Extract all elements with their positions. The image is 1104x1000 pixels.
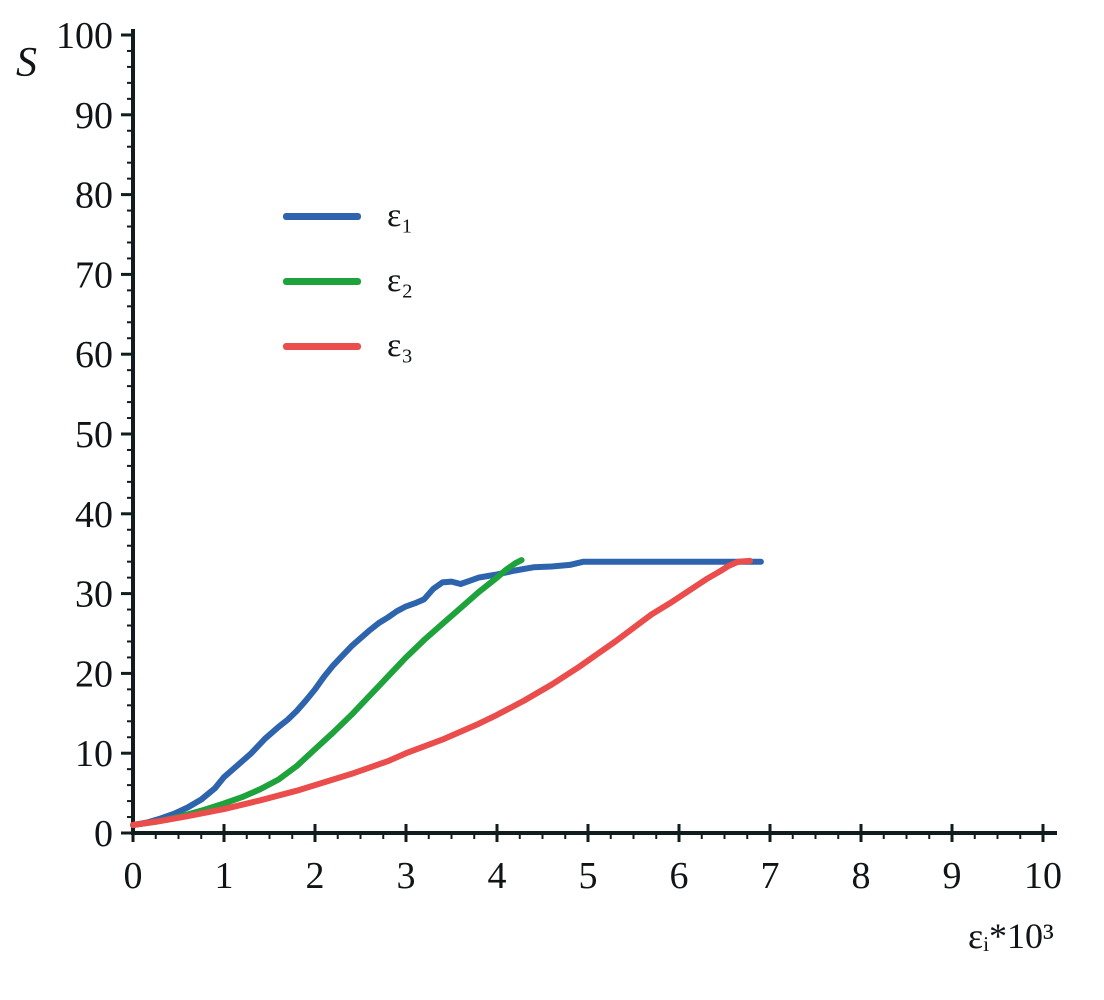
legend-swatch-epsilon3 bbox=[283, 342, 361, 350]
y-tick-label: 40 bbox=[75, 494, 113, 536]
x-tick-label: 1 bbox=[215, 855, 234, 897]
y-tick-label: 50 bbox=[75, 414, 113, 456]
x-tick-label: 3 bbox=[397, 855, 416, 897]
x-axis-title: εᵢ*10³ bbox=[968, 916, 1054, 956]
legend-label-epsilon2: ε₂ bbox=[387, 262, 414, 299]
legend-label-epsilon1: ε₁ bbox=[387, 197, 414, 234]
x-tick-label: 8 bbox=[852, 855, 871, 897]
y-tick-label: 70 bbox=[75, 254, 113, 296]
legend-label-epsilon3: ε₃ bbox=[387, 327, 414, 364]
legend-item-epsilon1: ε₁ bbox=[283, 198, 413, 234]
x-tick-label: 4 bbox=[488, 855, 507, 897]
x-tick-label: 9 bbox=[943, 855, 962, 897]
x-tick-label: 10 bbox=[1024, 855, 1062, 897]
y-tick-label: 20 bbox=[75, 653, 113, 695]
legend-item-epsilon3: ε₃ bbox=[283, 328, 413, 364]
legend-swatch-epsilon1 bbox=[283, 212, 361, 220]
y-tick-label: 0 bbox=[94, 813, 113, 855]
x-tick-label: 2 bbox=[306, 855, 325, 897]
y-tick-label: 30 bbox=[75, 574, 113, 616]
y-tick-label: 10 bbox=[75, 733, 113, 775]
y-axis-title: S bbox=[16, 40, 37, 86]
x-tick-label: 5 bbox=[579, 855, 598, 897]
x-tick-label: 6 bbox=[670, 855, 689, 897]
series-line-1 bbox=[130, 558, 764, 828]
legend-swatch-epsilon2 bbox=[283, 277, 361, 285]
series-line-3 bbox=[130, 557, 753, 828]
y-tick-label: 60 bbox=[75, 334, 113, 376]
legend-item-epsilon2: ε₂ bbox=[283, 263, 413, 299]
y-tick-label: 90 bbox=[75, 95, 113, 137]
y-tick-label: 100 bbox=[56, 15, 113, 57]
x-tick-label: 0 bbox=[124, 855, 143, 897]
series-line-2 bbox=[130, 557, 525, 828]
x-tick-label: 7 bbox=[761, 855, 780, 897]
y-tick-label: 80 bbox=[75, 175, 113, 217]
legend: ε₁ ε₂ ε₃ bbox=[283, 198, 413, 364]
